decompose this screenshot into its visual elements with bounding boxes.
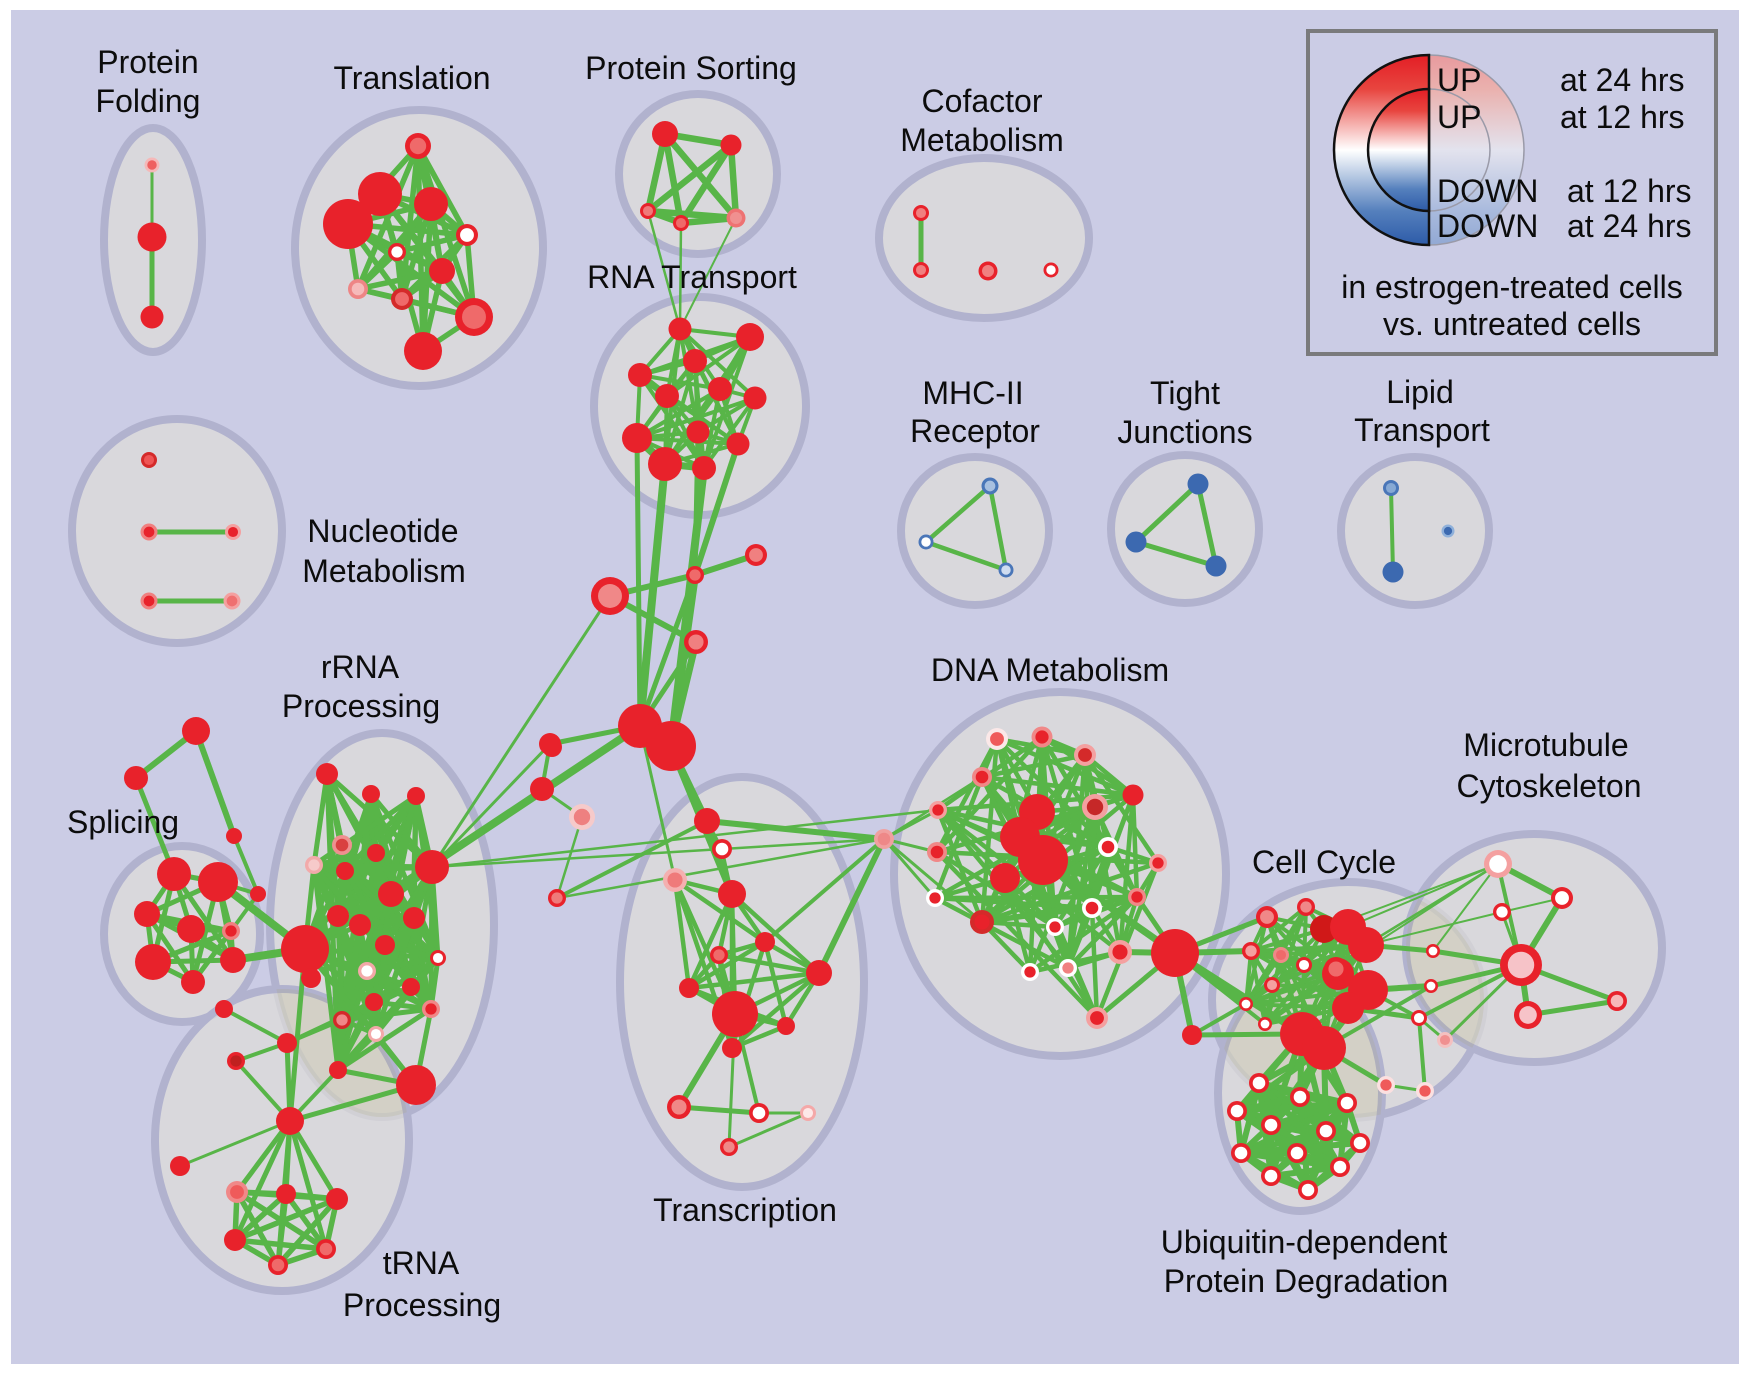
svg-text:UP: UP xyxy=(1437,99,1481,135)
svg-text:Protein: Protein xyxy=(97,44,198,80)
svg-text:DNA Metabolism: DNA Metabolism xyxy=(931,652,1169,688)
svg-text:Transcription: Transcription xyxy=(653,1192,837,1228)
svg-text:DOWN: DOWN xyxy=(1437,173,1538,209)
svg-text:MHC-II: MHC-II xyxy=(922,375,1023,411)
svg-text:Processing: Processing xyxy=(282,688,440,724)
svg-text:rRNA: rRNA xyxy=(321,649,400,685)
svg-text:in estrogen-treated cells: in estrogen-treated cells xyxy=(1341,269,1683,305)
svg-text:Metabolism: Metabolism xyxy=(302,553,466,589)
svg-text:Metabolism: Metabolism xyxy=(900,122,1064,158)
svg-text:Microtubule: Microtubule xyxy=(1463,727,1628,763)
svg-text:Lipid: Lipid xyxy=(1386,374,1454,410)
svg-text:Receptor: Receptor xyxy=(910,413,1040,449)
svg-text:Cytoskeleton: Cytoskeleton xyxy=(1457,768,1642,804)
svg-text:Tight: Tight xyxy=(1150,375,1220,411)
svg-text:Translation: Translation xyxy=(333,60,490,96)
svg-text:Protein Sorting: Protein Sorting xyxy=(585,50,797,86)
svg-text:at 12 hrs: at 12 hrs xyxy=(1560,99,1685,135)
svg-text:tRNA: tRNA xyxy=(383,1245,460,1281)
svg-text:Splicing: Splicing xyxy=(67,804,179,840)
svg-text:at 24 hrs: at 24 hrs xyxy=(1567,208,1692,244)
svg-text:UP: UP xyxy=(1437,62,1481,98)
svg-text:Transport: Transport xyxy=(1354,412,1490,448)
svg-text:Folding: Folding xyxy=(96,83,201,119)
svg-text:Junctions: Junctions xyxy=(1117,414,1252,450)
svg-text:Processing: Processing xyxy=(343,1287,501,1323)
svg-text:Ubiquitin-dependent: Ubiquitin-dependent xyxy=(1161,1224,1448,1260)
svg-text:at 12 hrs: at 12 hrs xyxy=(1567,173,1692,209)
svg-text:DOWN: DOWN xyxy=(1437,208,1538,244)
svg-text:at 24 hrs: at 24 hrs xyxy=(1560,62,1685,98)
svg-text:RNA Transport: RNA Transport xyxy=(587,259,797,295)
svg-text:Nucleotide: Nucleotide xyxy=(307,513,458,549)
svg-text:Protein Degradation: Protein Degradation xyxy=(1164,1263,1449,1299)
svg-text:Cofactor: Cofactor xyxy=(922,83,1043,119)
svg-text:vs. untreated cells: vs. untreated cells xyxy=(1383,306,1641,342)
svg-text:Cell Cycle: Cell Cycle xyxy=(1252,844,1396,880)
